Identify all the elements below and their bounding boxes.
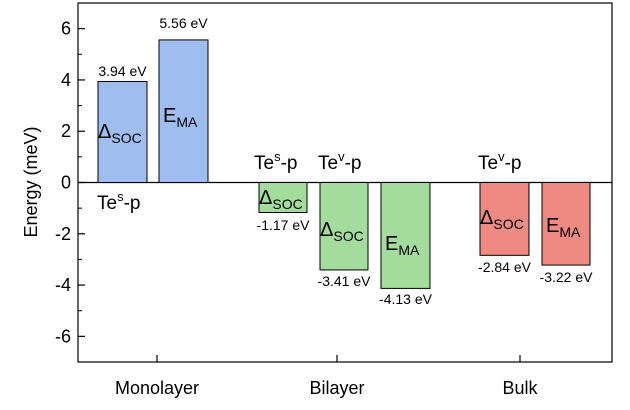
value-label: -3.41 eV: [318, 273, 372, 289]
x-category-label: Bulk: [502, 378, 538, 398]
orbital-annotation: Tev-p: [318, 149, 361, 174]
bar-labels: ΔSOC EMA ΔSOC ΔSOC EMA ΔSOC EMA: [98, 105, 581, 258]
value-label: -4.13 eV: [379, 291, 433, 307]
bar-label: EMA: [385, 233, 420, 258]
orbital-annotation: Tes-p: [254, 149, 297, 174]
bar-label: ΔSOC: [259, 187, 303, 212]
bar-label: ΔSOC: [98, 121, 142, 146]
value-label: 3.94 eV: [98, 63, 147, 79]
bar: [541, 182, 591, 266]
y-tick-label: -6: [55, 326, 71, 346]
bar: [380, 182, 431, 289]
bars: [97, 39, 591, 289]
annotations: Tes-p Tes-p Tev-p Tev-p: [97, 149, 521, 214]
y-axis: -6 -4 -2 0 2 4 6: [55, 2, 85, 363]
y-tick-label: 2: [61, 121, 71, 141]
bar: [258, 182, 308, 214]
y-tick-label: -2: [55, 224, 71, 244]
orbital-annotation: Tes-p: [97, 189, 140, 214]
y-tick-label: -4: [55, 275, 71, 295]
x-category-label: Monolayer: [115, 378, 199, 398]
value-label: -2.84 eV: [478, 259, 532, 275]
bar-label: ΔSOC: [320, 219, 364, 244]
y-axis-title: Energy (meV): [21, 126, 41, 237]
bar-label: EMA: [163, 105, 198, 130]
bar-label: EMA: [546, 215, 581, 240]
bar: [158, 39, 209, 183]
y-tick-label: 4: [61, 70, 71, 90]
bar: [319, 182, 369, 271]
y-tick-label: 0: [61, 173, 71, 193]
orbital-annotation: Tev-p: [478, 149, 521, 174]
bar-label: ΔSOC: [480, 207, 524, 232]
value-label: 5.56 eV: [159, 15, 208, 31]
value-labels: 3.94 eV 5.56 eV -1.17 eV -3.41 eV -4.13 eV -2…: [98, 15, 593, 307]
value-label: -1.17 eV: [257, 217, 311, 233]
bar: [97, 80, 148, 183]
y-tick-label: 6: [61, 19, 71, 39]
value-label: -3.22 eV: [540, 269, 594, 285]
bar: [479, 182, 530, 256]
x-axis: Monolayer Bilayer Bulk: [115, 355, 539, 398]
x-category-label: Bilayer: [309, 378, 364, 398]
